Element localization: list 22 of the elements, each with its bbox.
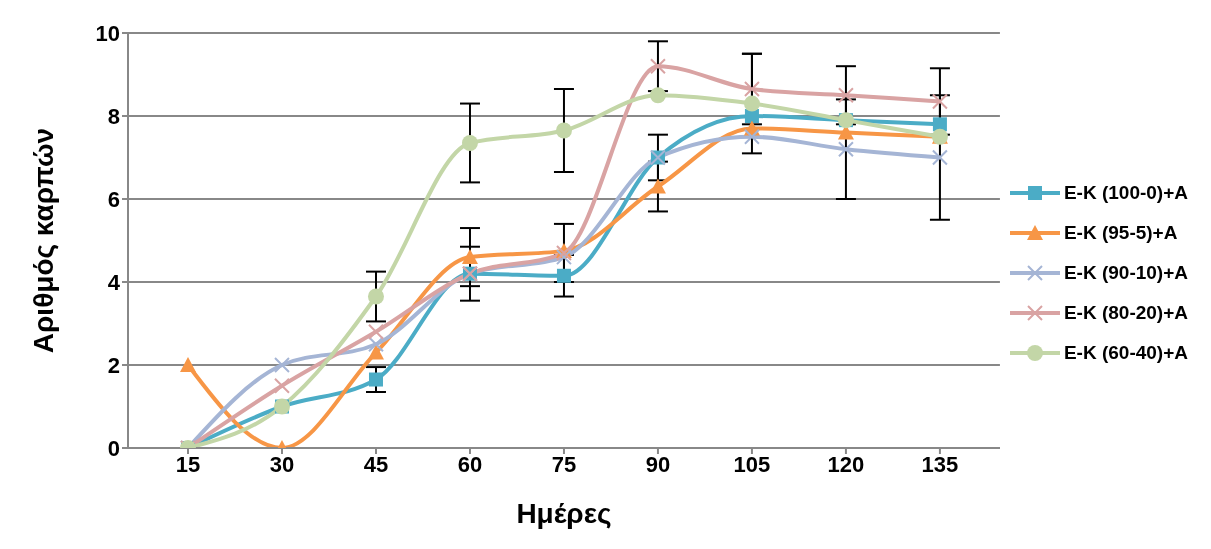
y-tick-label: 0 (107, 435, 120, 461)
y-tick-label: 8 (107, 103, 120, 129)
y-tick-label: 10 (95, 20, 120, 46)
legend-label: E-K (80-20)+A (1063, 302, 1188, 324)
y-tick-label: 6 (107, 186, 120, 212)
y-tick-label: 4 (107, 269, 121, 295)
x-tick-label: 75 (551, 451, 577, 477)
legend-label: E-K (95-5)+A (1063, 222, 1178, 244)
x-tick-label: 120 (827, 451, 865, 477)
legend-label: E-K (60-40)+A (1063, 342, 1188, 364)
y-tick-label: 2 (107, 352, 120, 378)
x-tick-label: 45 (363, 451, 389, 477)
x-tick-label: 135 (921, 451, 959, 477)
x-tick-label: 15 (175, 451, 201, 477)
x-axis-title: Ημέρες (516, 498, 612, 529)
x-tick-label: 90 (645, 451, 671, 477)
legend-label: E-K (100-0)+A (1063, 182, 1188, 204)
x-tick-label: 105 (733, 451, 771, 477)
legend-label: E-K (90-10)+A (1063, 262, 1188, 284)
x-tick-label: 30 (269, 451, 295, 477)
y-axis-title: Αριθμός καρπών (27, 127, 59, 354)
x-tick-label: 60 (457, 451, 483, 477)
